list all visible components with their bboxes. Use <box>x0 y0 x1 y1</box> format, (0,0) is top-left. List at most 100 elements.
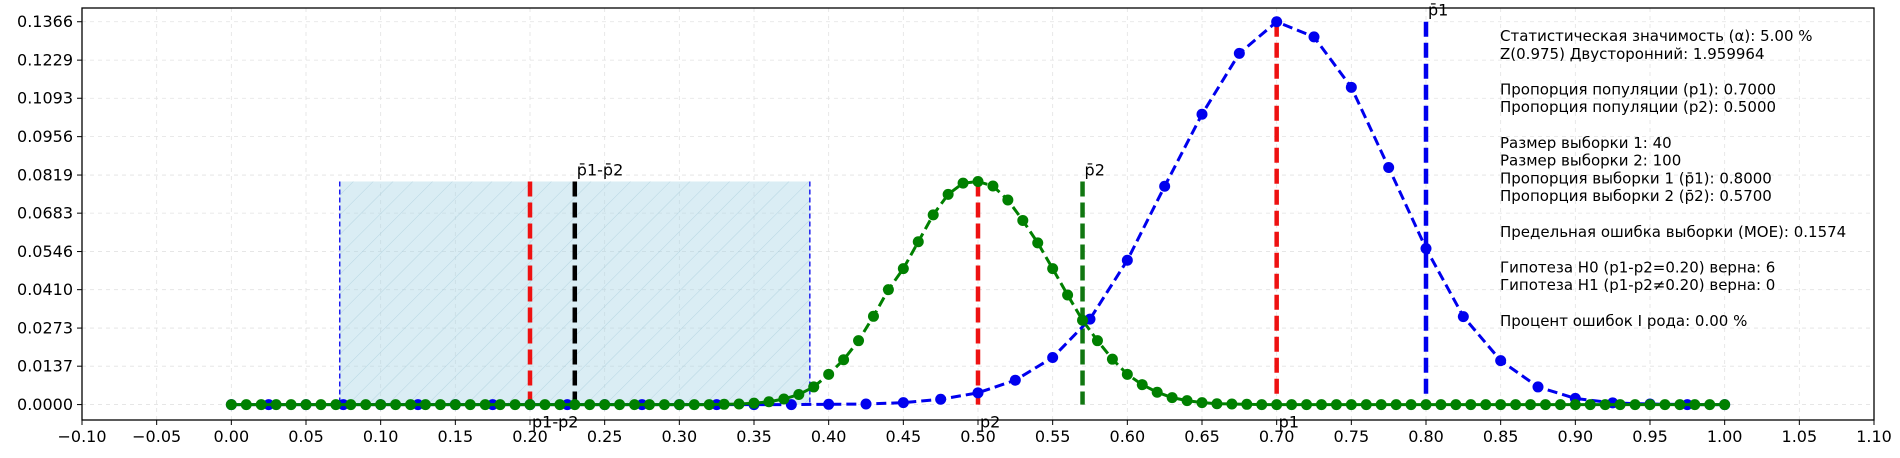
y-tick-label: 0.0819 <box>17 166 73 185</box>
data-point <box>1405 399 1417 411</box>
data-point <box>1136 379 1148 391</box>
data-point <box>1256 399 1268 411</box>
x-tick-label: 0.70 <box>1259 427 1295 446</box>
x-tick-label: 0.45 <box>886 427 922 446</box>
data-point <box>1226 398 1238 410</box>
data-point <box>1539 399 1551 411</box>
data-point <box>539 399 551 411</box>
data-point <box>1308 31 1320 43</box>
data-point <box>793 388 805 400</box>
data-point <box>1121 368 1133 380</box>
data-point <box>1383 161 1395 173</box>
data-point <box>1420 242 1432 254</box>
data-point <box>673 399 685 411</box>
data-point <box>1047 263 1059 275</box>
x-tick-label: 0.65 <box>1184 427 1220 446</box>
data-point <box>1554 399 1566 411</box>
data-point <box>1390 399 1402 411</box>
data-point <box>1569 399 1581 411</box>
data-point <box>1077 314 1089 326</box>
y-axis: 0.0000 0.0137 0.0273 0.0410 0.0546 0.0683 0.08… <box>17 12 82 414</box>
data-point <box>897 397 909 409</box>
info-line: Пропорция выборки 2 (p̄2): 0.5700 <box>1500 187 1772 205</box>
data-point <box>1032 237 1044 249</box>
data-point <box>942 188 954 200</box>
x-tick-label: 0.95 <box>1632 427 1668 446</box>
data-point <box>1002 194 1014 206</box>
data-point <box>1121 254 1133 266</box>
data-point <box>927 209 939 221</box>
data-point <box>1584 399 1596 411</box>
data-point <box>1450 399 1462 411</box>
x-tick-label: 0.20 <box>512 427 548 446</box>
data-point <box>1495 355 1507 367</box>
data-point <box>867 310 879 322</box>
data-point <box>935 393 947 405</box>
data-point <box>405 399 417 411</box>
data-point <box>599 399 611 411</box>
data-point <box>987 180 999 192</box>
reference-line-label: p̄1-p̄2 <box>577 160 623 179</box>
info-line: Размер выборки 1: 40 <box>1500 134 1672 152</box>
data-point <box>1286 399 1298 411</box>
data-point <box>285 399 297 411</box>
data-point <box>1345 399 1357 411</box>
data-point <box>614 399 626 411</box>
data-point <box>1211 398 1223 410</box>
x-tick-label: 0.15 <box>438 427 474 446</box>
data-point <box>688 399 700 411</box>
x-tick-label: −0.10 <box>57 427 106 446</box>
data-point <box>1457 311 1469 323</box>
x-tick-label: 1.10 <box>1856 427 1892 446</box>
info-line: Статистическая значимость (α): 5.00 % <box>1500 27 1813 45</box>
data-point <box>1062 289 1074 301</box>
data-point <box>1301 399 1313 411</box>
x-tick-label: 0.10 <box>363 427 399 446</box>
data-point <box>1599 399 1611 411</box>
data-point <box>629 399 641 411</box>
x-tick-label: 0.00 <box>214 427 250 446</box>
data-point <box>255 399 267 411</box>
x-tick-label: 0.75 <box>1334 427 1370 446</box>
x-tick-label: 0.25 <box>587 427 623 446</box>
data-point <box>912 236 924 248</box>
x-tick-label: 0.40 <box>811 427 847 446</box>
x-tick-label: 0.90 <box>1558 427 1594 446</box>
data-point <box>1166 392 1178 404</box>
data-point <box>972 387 984 399</box>
data-point <box>1315 399 1327 411</box>
info-line: Гипотеза H0 (p1-p2=0.20) верна: 6 <box>1500 258 1775 276</box>
data-point <box>270 399 282 411</box>
series-group <box>225 16 1731 411</box>
y-tick-label: 0.1229 <box>17 51 73 70</box>
data-point <box>748 397 760 409</box>
data-point <box>330 399 342 411</box>
data-point <box>1009 374 1021 386</box>
data-point <box>1465 399 1477 411</box>
data-point <box>1159 180 1171 192</box>
data-point <box>1532 381 1544 393</box>
data-point <box>479 399 491 411</box>
x-tick-label: 0.30 <box>662 427 698 446</box>
data-point <box>1271 16 1283 28</box>
data-point <box>1196 108 1208 120</box>
data-point <box>584 399 596 411</box>
y-tick-label: 0.0273 <box>17 319 73 338</box>
data-point <box>434 399 446 411</box>
data-point <box>1241 398 1253 410</box>
data-point <box>1047 351 1059 363</box>
x-tick-label: −0.05 <box>132 427 181 446</box>
x-tick-label: 0.35 <box>736 427 772 446</box>
data-point <box>509 399 521 411</box>
info-line: Предельная ошибка выборки (MOE): 0.1574 <box>1500 223 1846 241</box>
data-point <box>1644 399 1656 411</box>
data-point <box>1106 353 1118 365</box>
data-point <box>494 399 506 411</box>
data-point <box>449 399 461 411</box>
x-tick-label: 0.85 <box>1483 427 1519 446</box>
data-point <box>1629 399 1641 411</box>
info-line: Пропорция популяции (p1): 0.7000 <box>1500 80 1776 98</box>
data-point <box>1510 399 1522 411</box>
data-point <box>823 368 835 380</box>
